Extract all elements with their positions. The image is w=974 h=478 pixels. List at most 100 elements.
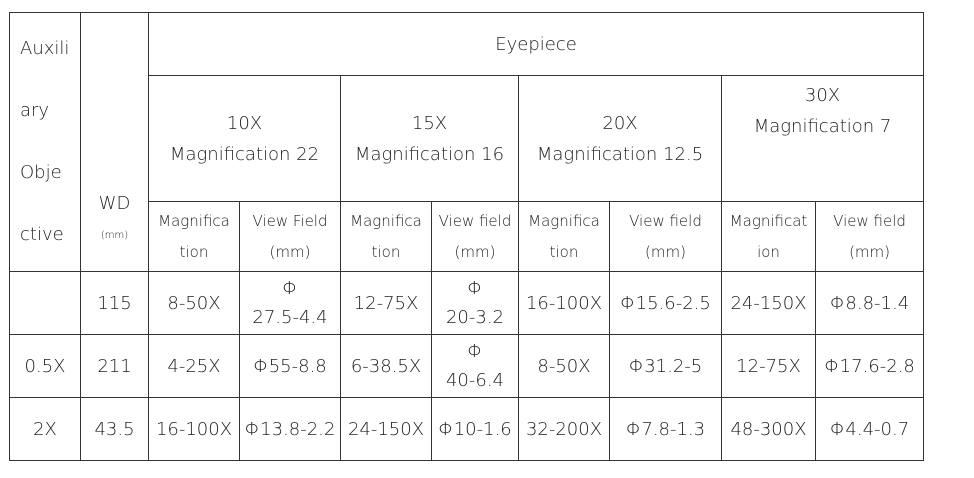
eyepiece-cell: 10X Magnification 22: [148, 75, 341, 202]
cell-text: Magnification 16: [354, 143, 505, 165]
cell-text: 27.5-4.4: [252, 307, 328, 328]
data-cell: Φ15.6-2.5: [609, 271, 722, 335]
cell-text: View field: [629, 211, 702, 230]
cell-text: ctive: [20, 224, 64, 245]
cell-text: 48-300X: [730, 418, 807, 440]
data-cell: 32-200X: [518, 397, 610, 461]
data-cell: Φ4.4-0.7: [814, 397, 925, 461]
data-cell: Φ 27.5-4.4: [239, 271, 341, 335]
subheader-cell: View field (mm): [609, 201, 722, 272]
cell-text: Φ13.8-2.2: [244, 418, 336, 440]
cell-text: (mm): [269, 242, 311, 261]
data-cell: Φ 20-3.2: [431, 271, 519, 335]
cell-text: 10X: [226, 112, 263, 134]
subheader-cell: Magnifica tion: [340, 201, 432, 272]
subheader-row: Magnifica tion View Field (mm) Magnifica tion…: [10, 201, 925, 272]
data-cell: 115: [80, 271, 149, 335]
cell-text: Φ8.8-1.4: [829, 292, 910, 314]
header-row: Auxili ary Obje ctive WD (mm) Eyepiece: [9, 12, 925, 272]
cell-text: (mm): [454, 242, 496, 261]
data-cell: 24-150X: [721, 271, 816, 335]
subheader-cell: Magnifica tion: [148, 201, 240, 272]
cell-text: Φ10-1.6: [438, 418, 512, 440]
cell-text: View field: [833, 211, 906, 230]
cell-text: Φ15.6-2.5: [620, 292, 711, 314]
eyepiece-header-cell: Eyepiece: [147, 12, 925, 76]
eyepiece-cell: 20X Magnification 12.5: [518, 75, 722, 202]
subheader-cell: Magnificat ion: [721, 201, 816, 272]
cell-text: 12-75X: [736, 355, 801, 377]
cell-text: 20-3.2: [445, 307, 505, 328]
data-cell: Φ13.8-2.2: [239, 397, 341, 461]
cell-text: ary: [20, 100, 50, 121]
cell-text: 20X: [602, 112, 638, 134]
subheader-cell: View field (mm): [814, 201, 925, 272]
cell-text: Eyepiece: [495, 33, 577, 55]
cell-text: 8-50X: [537, 355, 591, 377]
cell-text: 30X: [804, 85, 841, 106]
cell-text: 16-100X: [155, 418, 233, 440]
data-cell: 43.5: [80, 397, 149, 461]
cell-text: 0.5X: [24, 355, 66, 377]
cell-text: Φ31.2-5: [628, 355, 703, 377]
cell-text: tion: [371, 242, 401, 261]
data-cell: 8-50X: [518, 334, 610, 398]
cell-text: Φ7.8-1.3: [625, 418, 706, 440]
cell-text: Φ4.4-0.7: [829, 418, 910, 440]
data-cell: 12-75X: [340, 271, 432, 335]
cell-text: 211: [97, 355, 132, 377]
eyepiece-cell: 15X Magnification 16: [340, 75, 519, 202]
spec-table: Auxili ary Obje ctive WD (mm) Eyepiece 10X Magni…: [9, 12, 925, 461]
cell-text: Magnificat: [729, 211, 808, 230]
cell-text: 15X: [411, 112, 448, 134]
data-cell: 16-100X: [518, 271, 610, 335]
cell-text: Auxili: [20, 38, 70, 59]
cell-text: Magnifica: [158, 211, 230, 230]
data-cell: 12-75X: [721, 334, 816, 398]
subheader-cell: View Field (mm): [239, 201, 341, 272]
eyepiece-row: 10X Magnification 22 15X Magnification 16 20…: [10, 75, 925, 202]
cell-text: 16-100X: [525, 292, 603, 314]
cell-text: (mm): [849, 242, 890, 261]
data-cell: 4-25X: [148, 334, 240, 398]
data-cell: [9, 271, 81, 335]
data-cell: Φ17.6-2.8: [814, 334, 925, 398]
cell-text: Φ55-8.8: [253, 355, 327, 377]
subheader-cell: View field (mm): [431, 201, 519, 272]
data-cell: Φ 40-6.4: [431, 334, 519, 398]
data-cell: Φ10-1.6: [431, 397, 519, 461]
data-cell: Φ31.2-5: [609, 334, 722, 398]
cell-text: Φ: [467, 341, 483, 362]
cell-text: 115: [97, 292, 132, 314]
data-cell: 0.5X: [9, 334, 81, 398]
cell-text: 43.5: [94, 418, 135, 440]
data-row: 115 8-50X Φ 27.5-4.4 12-75X Φ 20-3.2 16-100X Φ15…: [9, 271, 925, 335]
cell-text: ion: [757, 242, 780, 261]
cell-text: 8-50X: [167, 292, 221, 314]
wd-header-cell: WD (mm): [80, 12, 149, 272]
eyepiece-cell: 30X Magnification 7: [720, 75, 925, 202]
cell-text: Magnifica: [350, 211, 422, 230]
cell-text: View Field: [252, 211, 328, 230]
cell-text: 24-150X: [347, 418, 425, 440]
aux-header-cell: Auxili ary Obje ctive: [9, 12, 81, 272]
data-cell: 24-150X: [340, 397, 432, 461]
cell-text: Magnifica: [528, 211, 600, 230]
data-cell: Φ8.8-1.4: [814, 271, 925, 335]
data-cell: 6-38.5X: [340, 334, 432, 398]
data-cell: 48-300X: [721, 397, 816, 461]
cell-text: (mm): [645, 242, 686, 261]
cell-text: 40-6.4: [445, 370, 505, 391]
cell-text: tion: [179, 242, 209, 261]
cell-text: 12-75X: [353, 292, 419, 314]
data-cell: 2X: [9, 397, 81, 461]
cell-text: WD: [98, 193, 131, 214]
data-cell: Φ7.8-1.3: [609, 397, 722, 461]
cell-text: (mm): [100, 230, 129, 241]
cell-text: 4-25X: [167, 355, 221, 377]
cell-text: tion: [549, 242, 579, 261]
data-cell: 16-100X: [148, 397, 240, 461]
cell-text: View field: [438, 211, 512, 230]
cell-text: Magnification 7: [753, 116, 892, 137]
cell-text: 24-150X: [730, 292, 807, 314]
